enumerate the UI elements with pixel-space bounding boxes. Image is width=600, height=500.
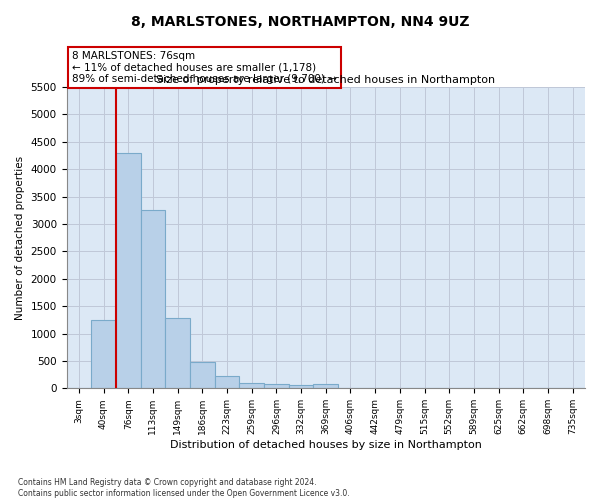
Bar xyxy=(165,318,190,388)
Bar xyxy=(116,153,140,388)
Bar xyxy=(190,362,215,388)
Bar xyxy=(140,210,165,388)
X-axis label: Distribution of detached houses by size in Northampton: Distribution of detached houses by size … xyxy=(170,440,482,450)
Bar xyxy=(215,376,239,388)
Text: 8 MARLSTONES: 76sqm
← 11% of detached houses are smaller (1,178)
89% of semi-det: 8 MARLSTONES: 76sqm ← 11% of detached ho… xyxy=(72,51,337,84)
Bar xyxy=(91,320,116,388)
Text: 8, MARLSTONES, NORTHAMPTON, NN4 9UZ: 8, MARLSTONES, NORTHAMPTON, NN4 9UZ xyxy=(131,15,469,29)
Bar xyxy=(264,384,289,388)
Bar xyxy=(239,383,264,388)
Text: Contains HM Land Registry data © Crown copyright and database right 2024.
Contai: Contains HM Land Registry data © Crown c… xyxy=(18,478,350,498)
Title: Size of property relative to detached houses in Northampton: Size of property relative to detached ho… xyxy=(156,75,496,85)
Y-axis label: Number of detached properties: Number of detached properties xyxy=(15,156,25,320)
Bar xyxy=(313,384,338,388)
Bar xyxy=(289,385,313,388)
